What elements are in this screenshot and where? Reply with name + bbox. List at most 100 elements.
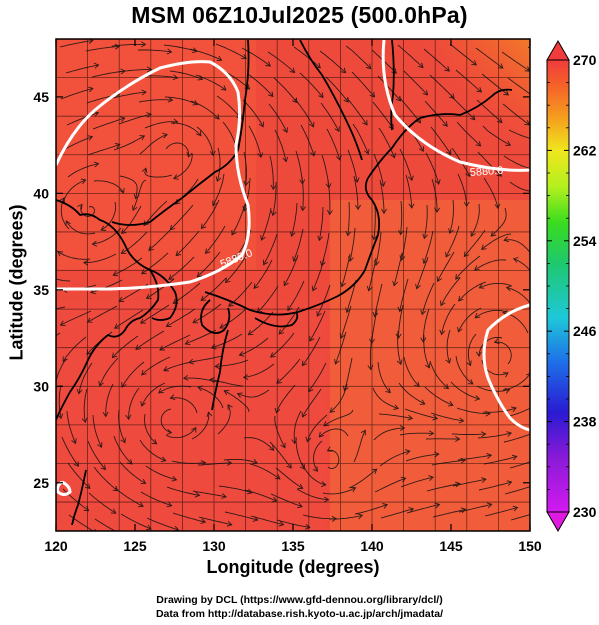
- streamline: [437, 251, 455, 282]
- x-tick-label: 145: [439, 538, 463, 554]
- contour-5880: [56, 39, 530, 496]
- streamline-arrowhead: [469, 114, 476, 121]
- streamline-arrowhead: [444, 66, 450, 72]
- streamline: [83, 388, 88, 423]
- streamline-arrowhead: [486, 452, 493, 459]
- streamline: [93, 466, 118, 492]
- streamline-arrowhead: [474, 312, 481, 319]
- streamline-arrowhead: [119, 187, 125, 194]
- streamline-arrowhead: [420, 309, 427, 316]
- streamline-arrowhead: [362, 119, 368, 126]
- streamline: [301, 336, 321, 366]
- streamline: [399, 432, 434, 436]
- streamline-arrowhead: [340, 281, 346, 288]
- streamline: [341, 253, 351, 287]
- streamline: [430, 412, 464, 422]
- streamline-arrowhead: [131, 205, 138, 211]
- streamline-arrowhead: [114, 323, 120, 329]
- streamline: [323, 409, 354, 427]
- streamline: [121, 231, 148, 254]
- streamline: [196, 126, 214, 156]
- streamline-arrowhead: [158, 388, 164, 394]
- streamline-arrowhead: [226, 520, 233, 527]
- streamline: [423, 230, 434, 264]
- streamline-arrowhead: [32, 309, 36, 314]
- streamline-arrowhead: [57, 251, 63, 257]
- streamline-arrowhead: [246, 488, 253, 495]
- streamline-arrowhead: [323, 421, 330, 427]
- streamline: [456, 121, 481, 147]
- streamline-arrowhead: [393, 404, 400, 410]
- y-tick-label: 45: [33, 89, 49, 105]
- streamline: [504, 239, 530, 254]
- streamline-arrowhead: [480, 431, 487, 438]
- streamline: [144, 413, 157, 445]
- streamline-arrowhead: [59, 320, 66, 326]
- streamline: [90, 279, 123, 293]
- streamline: [270, 493, 303, 508]
- streamline-arrowhead: [418, 62, 424, 69]
- streamline: [257, 285, 279, 313]
- streamline-arrowhead: [242, 205, 249, 212]
- streamline-arrowhead: [537, 189, 542, 194]
- streamline: [432, 508, 466, 518]
- streamline-arrowhead: [209, 377, 215, 384]
- streamline-arrowhead: [81, 417, 88, 424]
- streamline-arrowhead: [112, 485, 119, 492]
- streamline: [374, 283, 383, 317]
- streamline-arrowhead: [171, 475, 178, 482]
- colorbar-scale: [546, 59, 570, 513]
- streamline-arrowhead: [87, 135, 94, 141]
- streamline-arrowhead: [87, 86, 94, 93]
- streamline-arrowhead: [493, 338, 500, 345]
- streamline: [308, 362, 327, 392]
- streamline: [118, 409, 126, 443]
- streamline-arrowhead: [475, 351, 482, 357]
- streamline: [478, 481, 512, 491]
- streamline-arrowhead: [166, 501, 173, 508]
- colorbar-tick-label: 270: [573, 52, 597, 68]
- streamline-arrowhead: [447, 401, 454, 407]
- streamline-arrowhead: [432, 414, 439, 421]
- colorbar-tick-label: 230: [573, 504, 597, 520]
- streamline-arrowhead: [329, 407, 336, 413]
- streamline: [456, 407, 490, 415]
- streamline-arrowhead: [120, 248, 127, 255]
- streamline-arrowhead: [399, 255, 406, 261]
- streamline: [373, 153, 384, 187]
- streamline: [329, 514, 363, 520]
- streamline-arrowhead: [536, 138, 541, 143]
- streamline-arrowhead: [531, 431, 536, 436]
- streamline: [457, 173, 468, 207]
- streamline: [269, 441, 292, 469]
- streamline: [66, 410, 77, 444]
- streamline: [349, 227, 356, 262]
- streamline-arrowhead: [148, 245, 154, 251]
- streamline-arrowhead: [404, 449, 411, 455]
- streamline-arrowhead: [481, 477, 487, 483]
- streamline-arrowhead: [159, 345, 165, 351]
- streamline: [474, 259, 507, 271]
- streamline-arrowhead: [379, 181, 386, 188]
- streamline: [457, 454, 492, 461]
- x-tick-label: 125: [123, 538, 147, 554]
- streamline-arrowhead: [236, 392, 243, 398]
- streamline: [119, 175, 138, 199]
- streamline-arrowhead: [434, 502, 441, 509]
- streamline: [93, 180, 124, 194]
- streamline-arrowhead: [119, 532, 124, 537]
- streamline: [201, 199, 220, 229]
- streamline: [482, 125, 511, 146]
- streamline: [503, 433, 530, 443]
- streamline-arrowhead: [57, 413, 64, 420]
- streamline: [406, 504, 440, 514]
- streamline-arrowhead: [366, 285, 373, 292]
- streamline: [429, 360, 449, 389]
- streamline-arrowhead: [270, 210, 277, 217]
- streamline: [528, 383, 530, 386]
- footer-credit-line: Drawing by DCL (https://www.gfd-dennou.o…: [156, 594, 443, 606]
- streamline-arrowhead: [496, 171, 503, 177]
- streamline: [458, 281, 487, 302]
- streamline: [216, 147, 221, 182]
- streamline: [67, 163, 99, 178]
